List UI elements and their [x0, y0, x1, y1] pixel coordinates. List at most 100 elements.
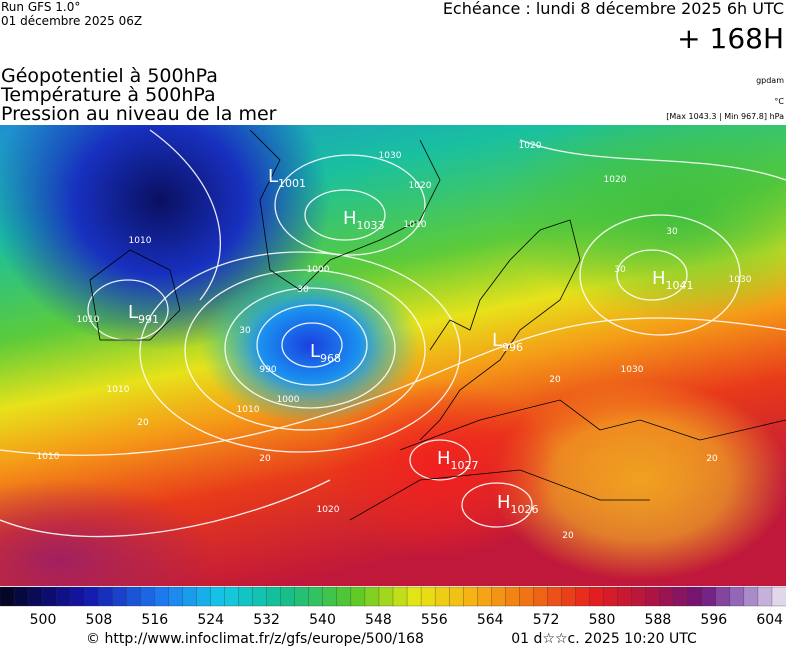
colorbar-swatch — [463, 586, 478, 607]
pressure-center: L1001 — [268, 166, 306, 190]
contour-label: 1000 — [307, 265, 330, 275]
contour-label: 1010 — [129, 236, 152, 246]
colorbar: 500 508 516 524 532 540 548 556 564 572 580 588 596 6… — [0, 586, 786, 628]
run-label: Run GFS 1.0° — [1, 0, 80, 14]
colorbar-swatch — [98, 586, 113, 607]
title: Pression au niveau de la mer — [1, 103, 277, 125]
colorbar-swatch — [350, 586, 366, 607]
colorbar-swatch — [645, 586, 661, 607]
pressure-center: H1041 — [652, 268, 694, 292]
contour-label: 1030 — [621, 365, 644, 375]
colorbar-swatch — [196, 586, 212, 607]
colorbar-label: 508 — [86, 612, 113, 628]
colorbar-swatch — [631, 586, 647, 607]
contour-label: 1020 — [409, 181, 432, 191]
contour-label: 30 — [239, 326, 251, 336]
center-value: 1001 — [278, 177, 306, 190]
center-value: 991 — [138, 313, 159, 326]
contour-label: 20 — [259, 454, 271, 464]
center-value: 968 — [320, 352, 341, 365]
colorbar-swatch — [505, 586, 520, 607]
colorbar-label: 516 — [141, 612, 168, 628]
colorbar-swatch — [41, 586, 57, 607]
colorbar-swatch — [448, 586, 464, 607]
colorbar-swatch — [238, 586, 254, 607]
coastlines — [89, 129, 786, 521]
colorbar-swatch — [126, 586, 142, 607]
colorbar-label: 604 — [756, 612, 783, 628]
center-value: 1027 — [451, 459, 479, 472]
colorbar-label: 556 — [421, 612, 448, 628]
contour-label: 30 — [297, 285, 309, 295]
colorbar-label: 532 — [253, 612, 280, 628]
colorbar-swatch — [294, 586, 310, 607]
contour-label: 1000 — [277, 395, 300, 405]
title: Température à 500hPa — [0, 84, 216, 106]
colorbar-label: 580 — [589, 612, 616, 628]
colorbar-swatch — [182, 586, 198, 607]
colorbar-swatch — [701, 586, 717, 607]
pressure-center: L991 — [128, 302, 159, 326]
center-letter: L — [310, 341, 320, 362]
colorbar-swatch — [84, 586, 99, 607]
colorbar-swatch — [266, 586, 282, 607]
colorbar-swatch — [224, 586, 240, 607]
colorbar-label: 540 — [309, 612, 336, 628]
unit: gpdam — [756, 76, 784, 85]
colorbar-label: 588 — [645, 612, 672, 628]
contour-label: 1010 — [404, 220, 427, 230]
center-letter: L — [128, 302, 138, 323]
colorbar-swatch — [154, 586, 170, 607]
contour-label: 1020 — [317, 505, 340, 515]
contour-label: 20 — [706, 454, 718, 464]
colorbar-swatch — [673, 586, 689, 607]
center-letter: H — [437, 448, 451, 469]
colorbar-swatch — [378, 586, 394, 607]
colorbar-swatch — [308, 586, 324, 607]
colorbar-swatch — [252, 586, 268, 607]
colorbar-swatch — [0, 586, 15, 607]
center-value: 1026 — [511, 503, 539, 516]
colorbar-swatch — [743, 586, 759, 607]
center-letter: H — [497, 492, 511, 513]
colorbar-label: 564 — [477, 612, 504, 628]
colorbar-swatch — [729, 586, 745, 607]
contour-label: 1010 — [37, 452, 60, 462]
colorbar-swatch — [392, 586, 408, 607]
colorbar-swatch — [477, 586, 492, 607]
colorbar-label: 572 — [533, 612, 560, 628]
pressure-center: H1033 — [343, 208, 385, 232]
contour-label: 990 — [259, 365, 276, 375]
contour-label: 1010 — [107, 385, 130, 395]
colorbar-swatch — [27, 586, 43, 607]
colorbar-swatch — [687, 586, 703, 607]
center-value: 996 — [502, 341, 523, 354]
colorbar-swatch — [322, 586, 338, 607]
lead-time: + 168H — [677, 22, 784, 55]
colorbar-label: 596 — [700, 612, 727, 628]
colorbar-swatch — [491, 586, 506, 607]
colorbar-swatch — [280, 586, 296, 607]
center-value: 1041 — [666, 279, 694, 292]
colorbar-swatch — [140, 586, 156, 607]
pressure-center: H1027 — [437, 448, 479, 472]
valid-time: Echéance : lundi 8 décembre 2025 6h UTC — [443, 0, 784, 18]
colorbar-swatch — [533, 586, 549, 607]
center-letter: H — [652, 268, 666, 289]
generated-time: 01 d☆☆c. 2025 10:20 UTC — [511, 631, 697, 647]
colorbar-swatch — [434, 586, 450, 607]
colorbar-swatch — [70, 586, 85, 607]
colorbar-swatch — [715, 586, 731, 607]
pressure-center: L996 — [492, 330, 523, 354]
pressure-center: L968 — [310, 341, 341, 365]
colorbar-swatch — [561, 586, 577, 607]
source-url: © http://www.infoclimat.fr/z/gfs/europe/… — [86, 631, 424, 647]
colorbar-swatch — [336, 586, 352, 607]
colorbar-label: 548 — [365, 612, 392, 628]
contour-label: 1020 — [604, 175, 627, 185]
center-value: 1033 — [357, 219, 385, 232]
colorbar-swatch — [547, 586, 563, 607]
colorbar-swatch — [364, 586, 380, 607]
title: Géopotentiel à 500hPa — [1, 65, 218, 87]
